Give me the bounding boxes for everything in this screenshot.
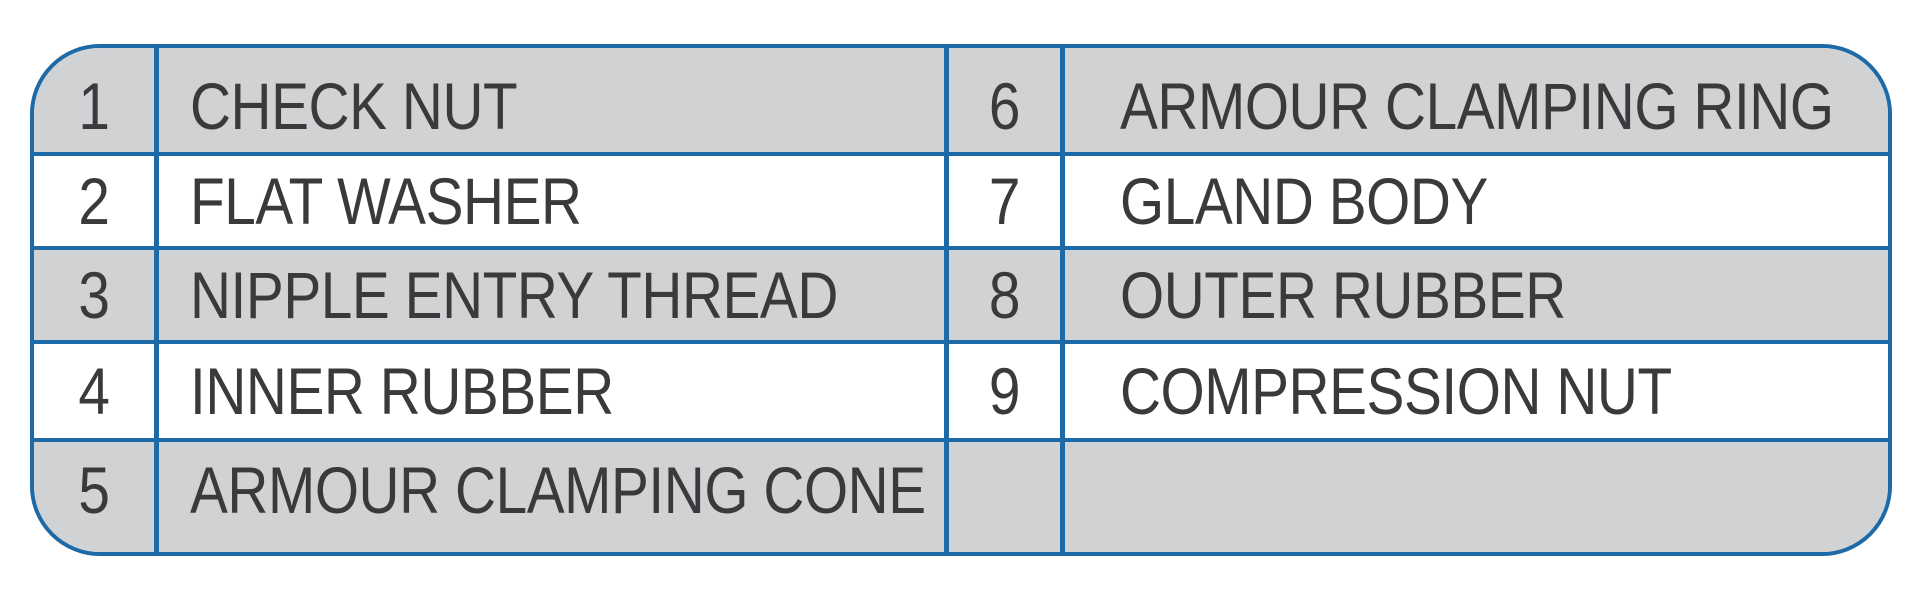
part-name: NIPPLE ENTRY THREAD: [190, 258, 838, 332]
part-name: OUTER RUBBER: [1120, 258, 1566, 332]
table-row-4: [34, 342, 1888, 440]
part-number: 4: [78, 354, 110, 428]
column-divider: [1060, 48, 1065, 552]
part-number: 1: [78, 69, 110, 143]
table-row-2: [34, 154, 1888, 248]
parts-legend-table: 1 CHECK NUT 6 ARMOUR CLAMPING RING 2 FLA…: [30, 44, 1892, 556]
row-divider: [34, 340, 1888, 344]
column-divider: [154, 48, 159, 552]
part-name: ARMOUR CLAMPING RING: [1120, 69, 1834, 143]
part-name: CHECK NUT: [190, 69, 518, 143]
part-number: 7: [988, 164, 1021, 238]
part-number: 6: [988, 69, 1021, 143]
part-number: 3: [78, 258, 110, 332]
table-row-5: [34, 440, 1888, 552]
row-divider: [34, 246, 1888, 250]
column-divider: [944, 48, 949, 552]
part-name: FLAT WASHER: [190, 164, 582, 238]
row-divider: [34, 438, 1888, 442]
table-row-3: [34, 248, 1888, 342]
part-number: 8: [988, 258, 1021, 332]
part-number: [957, 442, 1052, 538]
part-number: 2: [78, 164, 110, 238]
part-number: 9: [988, 354, 1021, 428]
part-name: INNER RUBBER: [190, 354, 614, 428]
table-row-1: [34, 48, 1888, 154]
part-name: ARMOUR CLAMPING CONE: [190, 453, 926, 527]
part-number: 5: [78, 453, 110, 527]
part-name: GLAND BODY: [1120, 164, 1488, 238]
part-name: COMPRESSION NUT: [1120, 354, 1672, 428]
row-divider: [34, 152, 1888, 156]
